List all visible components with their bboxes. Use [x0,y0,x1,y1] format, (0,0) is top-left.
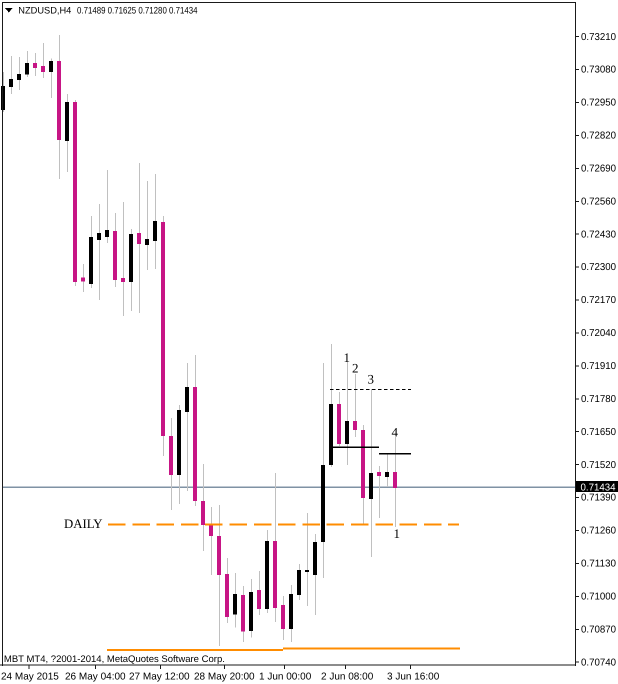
svg-text:0.71130: 0.71130 [581,559,616,570]
svg-text:3: 3 [368,372,375,387]
svg-text:0.72560: 0.72560 [581,196,616,207]
svg-text:28 May 20:00: 28 May 20:00 [194,672,255,683]
svg-text:0.71780: 0.71780 [581,394,616,405]
svg-text:4: 4 [392,425,399,440]
svg-text:0.72300: 0.72300 [581,262,616,273]
svg-text:0.71910: 0.71910 [581,361,616,372]
svg-text:0.73080: 0.73080 [581,65,616,76]
svg-text:0.72950: 0.72950 [581,98,616,109]
svg-text:MBT MT4, ?2001-2014, MetaQuote: MBT MT4, ?2001-2014, MetaQuotes Software… [4,654,225,665]
svg-text:1: 1 [344,350,351,365]
svg-text:0.73210: 0.73210 [581,32,616,43]
svg-text:NZDUSD,H4: NZDUSD,H4 [18,6,71,17]
svg-text:0.71650: 0.71650 [581,427,616,438]
svg-text:2: 2 [352,361,359,376]
svg-text:0.72430: 0.72430 [581,229,616,240]
svg-text:3 Jun 16:00: 3 Jun 16:00 [387,672,440,683]
svg-text:26 May 04:00: 26 May 04:00 [65,672,126,683]
svg-text:0.72820: 0.72820 [581,131,616,142]
svg-text:1 Jun 00:00: 1 Jun 00:00 [259,672,312,683]
svg-text:0.72040: 0.72040 [581,328,616,339]
svg-text:0.72170: 0.72170 [581,295,616,306]
svg-text:0.72690: 0.72690 [581,163,616,174]
svg-text:0.71260: 0.71260 [581,526,616,537]
svg-text:27 May 12:00: 27 May 12:00 [129,672,190,683]
svg-text:0.71390: 0.71390 [581,493,616,504]
svg-text:0.71489 0.71625 0.71280 0.7143: 0.71489 0.71625 0.71280 0.71434 [77,6,198,17]
svg-text:2 Jun 08:00: 2 Jun 08:00 [321,672,374,683]
svg-text:1: 1 [394,526,401,541]
svg-text:0.71520: 0.71520 [581,460,616,471]
svg-text:0.71434: 0.71434 [581,482,616,493]
svg-text:0.71000: 0.71000 [581,591,616,602]
svg-text:24 May 2015: 24 May 2015 [1,672,59,683]
svg-text:0.70870: 0.70870 [581,624,616,635]
svg-text:DAILY: DAILY [64,516,103,531]
svg-text:0.70740: 0.70740 [581,657,616,668]
